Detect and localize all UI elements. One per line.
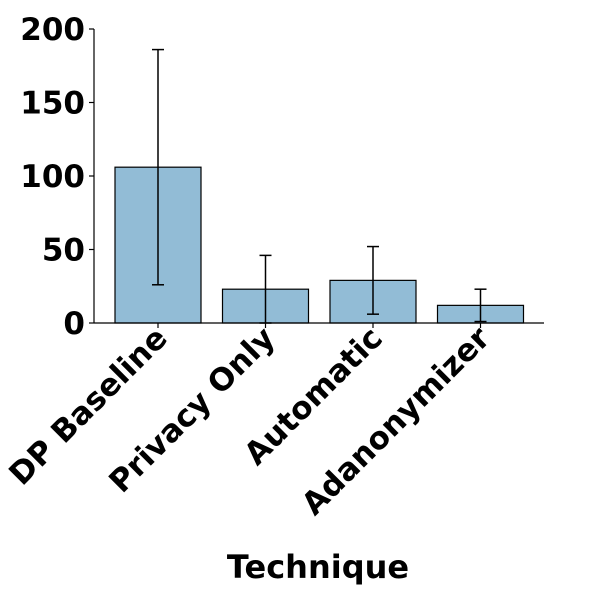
y-tick-label: 200 [20,12,85,48]
x-tick-label: Adanonymizer [295,320,498,523]
error-bar [152,48,164,286]
bars-group [114,166,525,324]
y-tick-label: 50 [42,233,85,269]
error-bar [367,245,379,315]
error-bars-group [152,48,487,324]
y-tick-label: 0 [63,306,85,342]
error-bar [474,288,487,323]
y-ticks-group: 0 50 100 150 200 [20,12,94,342]
y-tick-label: 150 [20,86,85,122]
x-axis-label: Technique [227,548,409,586]
y-tick-label: 100 [20,159,85,195]
